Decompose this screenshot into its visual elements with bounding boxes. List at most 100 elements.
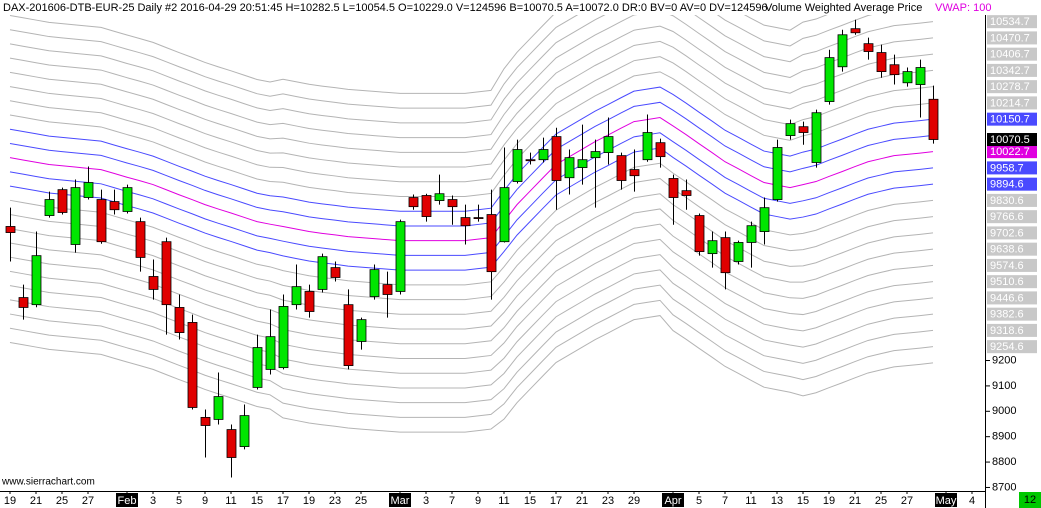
candle-body	[109, 201, 120, 211]
candle-body	[538, 149, 549, 161]
x-tick-label: 25	[56, 495, 68, 507]
band-line	[9, 40, 934, 168]
candle-body	[590, 151, 601, 159]
band-label-box	[987, 340, 1037, 354]
candle-body	[577, 159, 588, 168]
month-box	[662, 493, 684, 507]
x-tick-label: 15	[251, 495, 263, 507]
watermark: www.sierrachart.com	[1, 477, 95, 488]
y-tick-label: 8800	[992, 456, 1016, 468]
x-tick-label: Feb	[118, 495, 137, 507]
candle-body	[863, 43, 874, 52]
band-line	[9, 162, 934, 286]
x-tick-label: 9	[202, 495, 208, 507]
candle-body	[382, 284, 393, 295]
x-tick-label: 11	[225, 495, 236, 507]
band-label-box	[987, 63, 1037, 77]
candle-body	[31, 255, 42, 306]
band-label: 10470.7	[990, 32, 1030, 44]
band-label: 10342.7	[990, 65, 1030, 77]
candle-body	[369, 269, 380, 297]
band-label-box	[987, 226, 1037, 240]
candle-body	[135, 221, 146, 258]
candle-body	[811, 112, 822, 163]
candle-body	[785, 123, 796, 136]
x-tick-label: 23	[602, 495, 614, 507]
x-tick-label: Mar	[391, 495, 410, 507]
candle-body	[330, 267, 341, 278]
band-line	[9, 254, 934, 374]
candle-body	[720, 237, 731, 274]
band-label: 10534.7	[990, 16, 1030, 28]
band-line	[9, 132, 934, 256]
candle-body	[486, 214, 497, 273]
y-tick-label: 9200	[992, 354, 1016, 366]
axes	[0, 0, 986, 508]
band-label-box	[987, 307, 1037, 321]
band-label: 9254.6	[990, 341, 1024, 353]
candle-body	[317, 256, 328, 290]
corner-box	[1019, 492, 1041, 508]
band-label: 9510.6	[990, 276, 1024, 288]
band-label: 9574.6	[990, 260, 1024, 272]
chart-title: DAX-201606-DTB-EUR-25 Daily #2 2016-04-2…	[3, 2, 768, 14]
study-name: Volume Weighted Average Price	[765, 2, 922, 14]
band-label-box	[987, 291, 1037, 305]
candle-body	[902, 71, 913, 84]
y-tick-label: 8900	[992, 431, 1016, 443]
study-value: VWAP: 100	[935, 2, 991, 14]
band-label: 9638.6	[990, 244, 1024, 256]
candle-body	[122, 187, 133, 212]
candle-body	[551, 136, 562, 181]
band-label-box	[987, 193, 1037, 207]
x-tick-label: 17	[277, 495, 289, 507]
inner-band-label: 9958.7	[990, 162, 1024, 174]
candle-body	[512, 149, 523, 182]
band-label: 9446.6	[990, 292, 1024, 304]
candle-body	[655, 142, 666, 158]
band-label-box	[987, 242, 1037, 256]
candle-body	[278, 306, 289, 369]
x-tick-label: 21	[30, 495, 42, 507]
band-label-box	[987, 258, 1037, 272]
x-tick-label: 3	[150, 495, 156, 507]
candle-body	[824, 57, 835, 102]
candle-body	[57, 189, 68, 213]
band-label-box	[987, 323, 1037, 337]
band-line	[9, 269, 934, 389]
band-line	[9, 10, 934, 139]
candle-body	[837, 34, 848, 68]
band-line	[9, 25, 934, 153]
x-tick-label: 29	[628, 495, 640, 507]
x-tick-label: 13	[771, 495, 783, 507]
x-tick-label: 5	[696, 495, 702, 507]
y-tick-label: 9000	[992, 405, 1016, 417]
x-tick-label: 19	[303, 495, 315, 507]
candle-body	[447, 199, 458, 208]
band-label: 10278.7	[990, 81, 1030, 93]
month-box	[116, 493, 138, 507]
x-tick-label: 23	[329, 495, 341, 507]
band-label: 9830.6	[990, 195, 1024, 207]
x-tick-label: 15	[524, 495, 536, 507]
inner-band-label-box	[987, 177, 1037, 191]
x-tick-label: 21	[849, 495, 861, 507]
x-tick-label: 11	[745, 495, 756, 507]
candle-body	[343, 304, 354, 366]
band-label: 10406.7	[990, 49, 1030, 61]
candle-body	[291, 286, 302, 306]
band-label-box	[987, 31, 1037, 45]
candle-body	[96, 199, 107, 243]
candle-body	[681, 190, 692, 196]
band-label-box	[987, 96, 1037, 110]
plot-area	[5, 0, 939, 478]
x-tick-label: 15	[797, 495, 809, 507]
corner-label: 12	[1024, 494, 1036, 506]
candle-body	[44, 199, 55, 216]
band-label-box	[987, 15, 1037, 29]
candle-body	[915, 67, 926, 85]
band-label: 9382.6	[990, 309, 1024, 321]
